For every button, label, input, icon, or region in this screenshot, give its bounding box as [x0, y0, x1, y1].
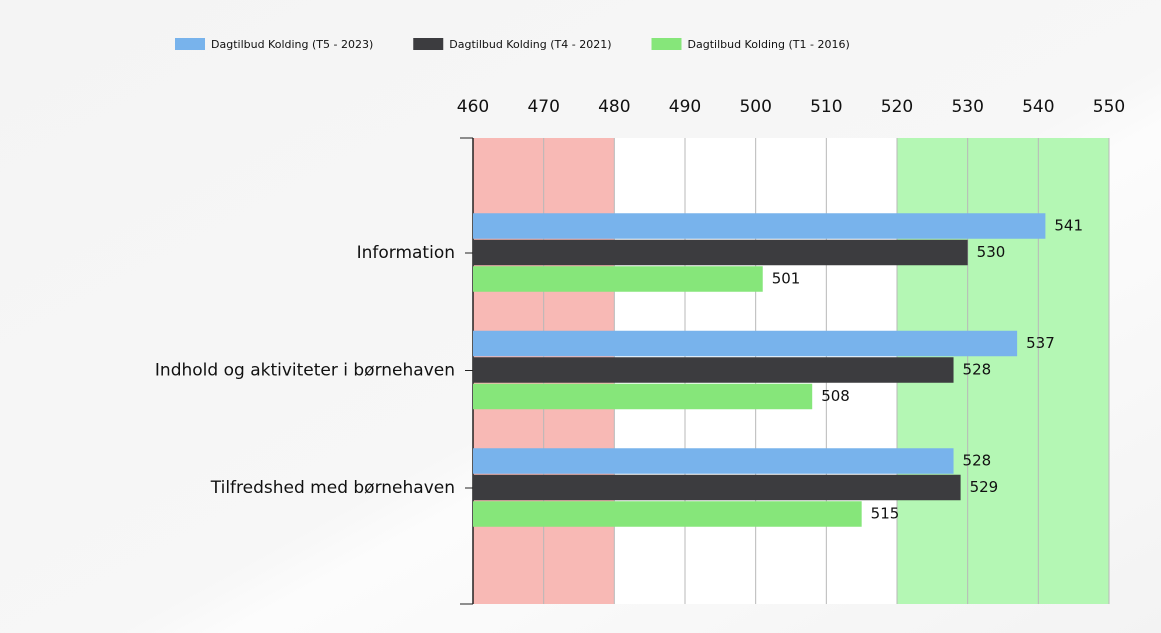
- bar: [473, 266, 763, 292]
- y-tick-label: Indhold og aktiviteter i børnehaven: [155, 361, 455, 381]
- value-label: 528: [963, 361, 992, 379]
- value-label: 508: [821, 387, 850, 405]
- bar: [473, 357, 954, 383]
- y-tick-label: Information: [357, 243, 455, 263]
- legend-label: Dagtilbud Kolding (T4 - 2021): [449, 38, 611, 51]
- legend-label: Dagtilbud Kolding (T5 - 2023): [211, 38, 373, 51]
- legend-label: Dagtilbud Kolding (T1 - 2016): [688, 38, 850, 51]
- value-label: 528: [963, 452, 992, 470]
- bar: [473, 330, 1018, 357]
- legend-swatch: [413, 38, 444, 50]
- bar: [473, 501, 862, 527]
- bar: [473, 448, 954, 474]
- x-tick-label: 550: [1093, 97, 1125, 117]
- bar: [473, 474, 961, 501]
- x-tick-label: 480: [598, 97, 630, 117]
- legend-swatch: [651, 38, 682, 50]
- x-tick-label: 460: [457, 97, 489, 117]
- value-label: 541: [1054, 217, 1083, 235]
- value-label: 537: [1026, 334, 1055, 352]
- bar: [473, 383, 813, 410]
- x-tick-label: 510: [810, 97, 842, 117]
- x-tick-label: 540: [1022, 97, 1054, 117]
- x-tick-label: 500: [739, 97, 771, 117]
- bar: [473, 239, 968, 266]
- x-tick-label: 520: [881, 97, 913, 117]
- value-label: 530: [977, 243, 1006, 261]
- x-tick-label: 470: [527, 97, 559, 117]
- x-tick-label: 530: [951, 97, 983, 117]
- x-tick-label: 490: [669, 97, 701, 117]
- legend-swatch: [175, 38, 205, 50]
- value-label: 529: [970, 478, 999, 496]
- value-label: 501: [772, 270, 801, 288]
- bar: [473, 213, 1046, 239]
- value-label: 515: [871, 505, 900, 523]
- y-tick-label: Tilfredshed med børnehaven: [210, 478, 455, 498]
